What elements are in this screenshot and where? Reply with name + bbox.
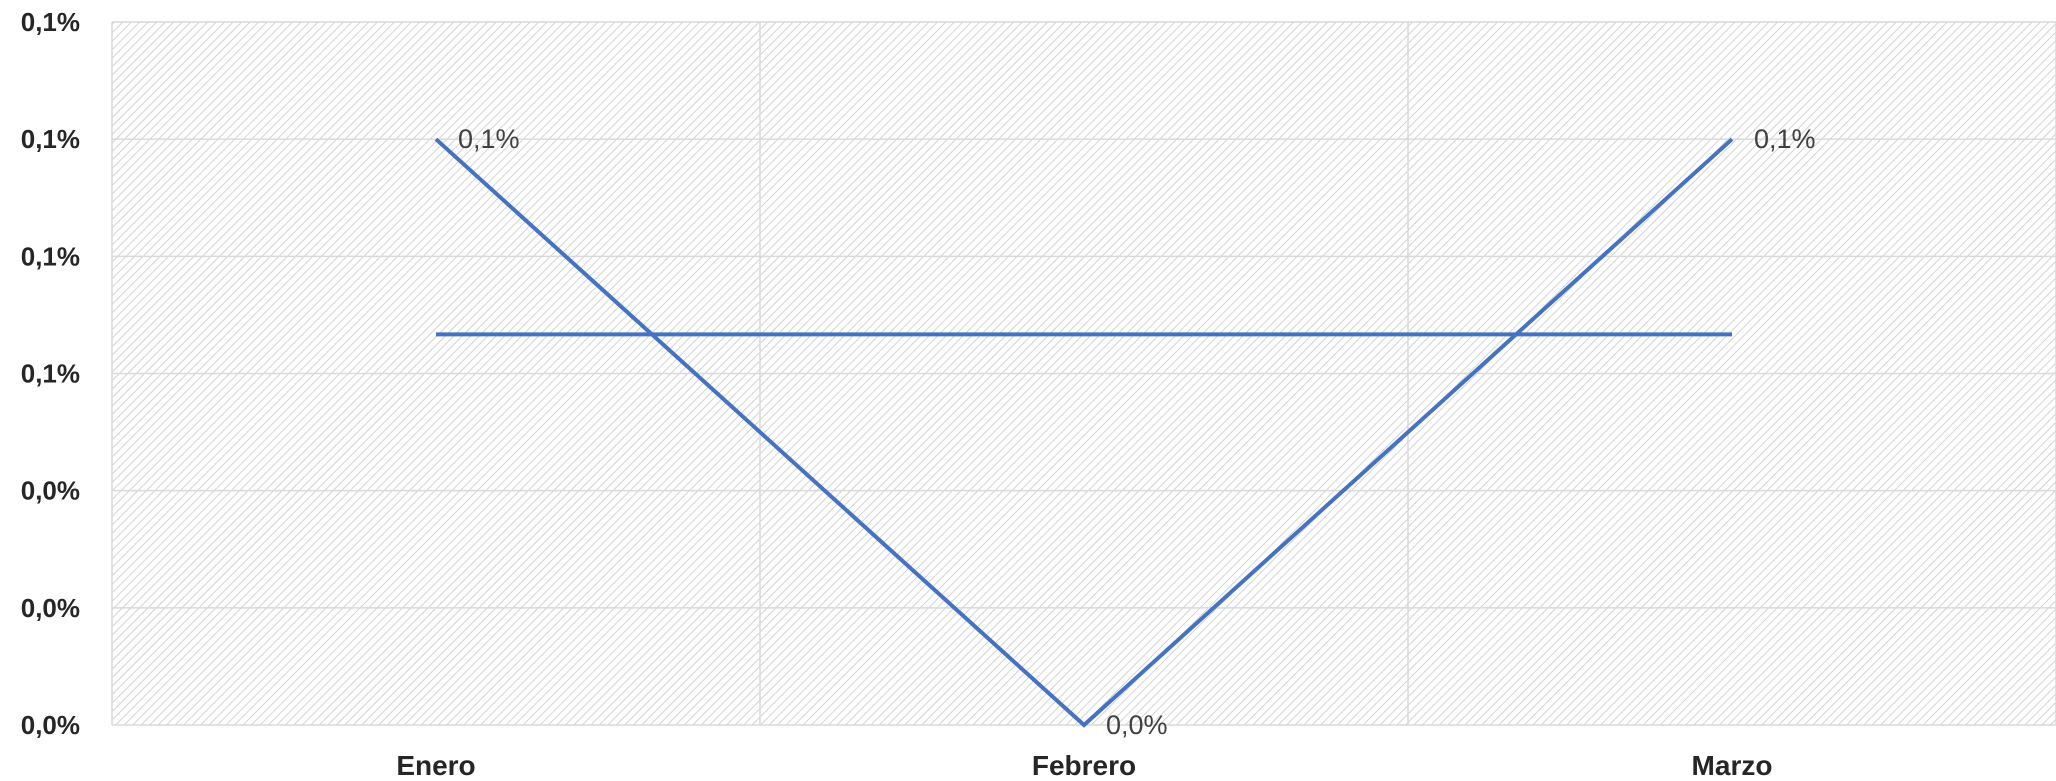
x-tick-label: Marzo xyxy=(1692,750,1773,781)
x-tick-label: Febrero xyxy=(1032,750,1136,781)
y-tick-label: 0,1% xyxy=(21,359,80,389)
x-tick-label: Enero xyxy=(396,750,475,781)
y-tick-label: 0,1% xyxy=(21,124,80,154)
y-tick-label: 0,1% xyxy=(21,241,80,271)
y-tick-label: 0,1% xyxy=(21,7,80,37)
data-label: 0,1% xyxy=(1754,124,1816,154)
y-tick-label: 0,0% xyxy=(21,476,80,506)
y-tick-label: 0,0% xyxy=(21,710,80,740)
data-label: 0,0% xyxy=(1106,710,1168,740)
data-label: 0,1% xyxy=(458,124,520,154)
y-tick-label: 0,0% xyxy=(21,593,80,623)
